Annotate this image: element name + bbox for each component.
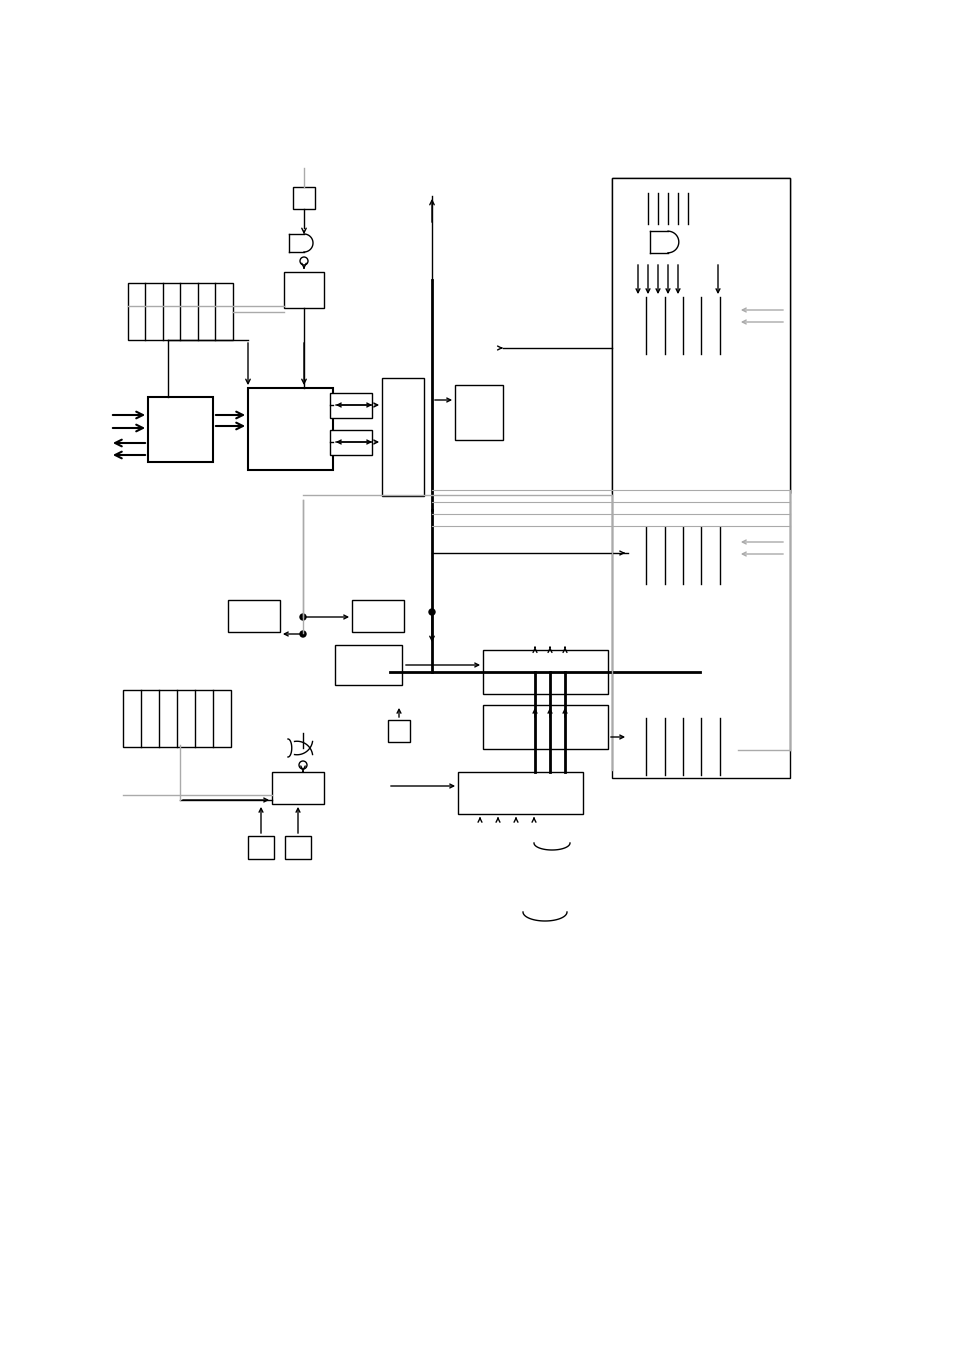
Bar [148, 397, 213, 462]
Bar [482, 650, 607, 694]
Bar [612, 178, 789, 778]
Bar [455, 385, 502, 440]
Bar [123, 690, 231, 747]
Bar [128, 282, 233, 340]
Bar [228, 600, 280, 632]
Bar [457, 771, 582, 815]
Bar [285, 836, 311, 859]
Bar [381, 378, 423, 496]
Bar [612, 178, 789, 493]
Bar [352, 600, 403, 632]
Bar [293, 186, 314, 209]
Circle shape [298, 761, 307, 769]
Bar [272, 771, 324, 804]
Circle shape [299, 257, 308, 265]
Bar [248, 388, 333, 470]
Bar [330, 430, 372, 455]
Bar [388, 720, 410, 742]
Bar [284, 272, 324, 308]
Bar [330, 393, 372, 417]
Bar [335, 644, 401, 685]
Bar [627, 717, 738, 775]
Bar [627, 527, 738, 584]
Bar [482, 705, 607, 748]
Bar [248, 836, 274, 859]
Circle shape [299, 631, 306, 638]
Circle shape [429, 609, 435, 615]
Bar [627, 297, 738, 354]
Circle shape [299, 613, 306, 620]
